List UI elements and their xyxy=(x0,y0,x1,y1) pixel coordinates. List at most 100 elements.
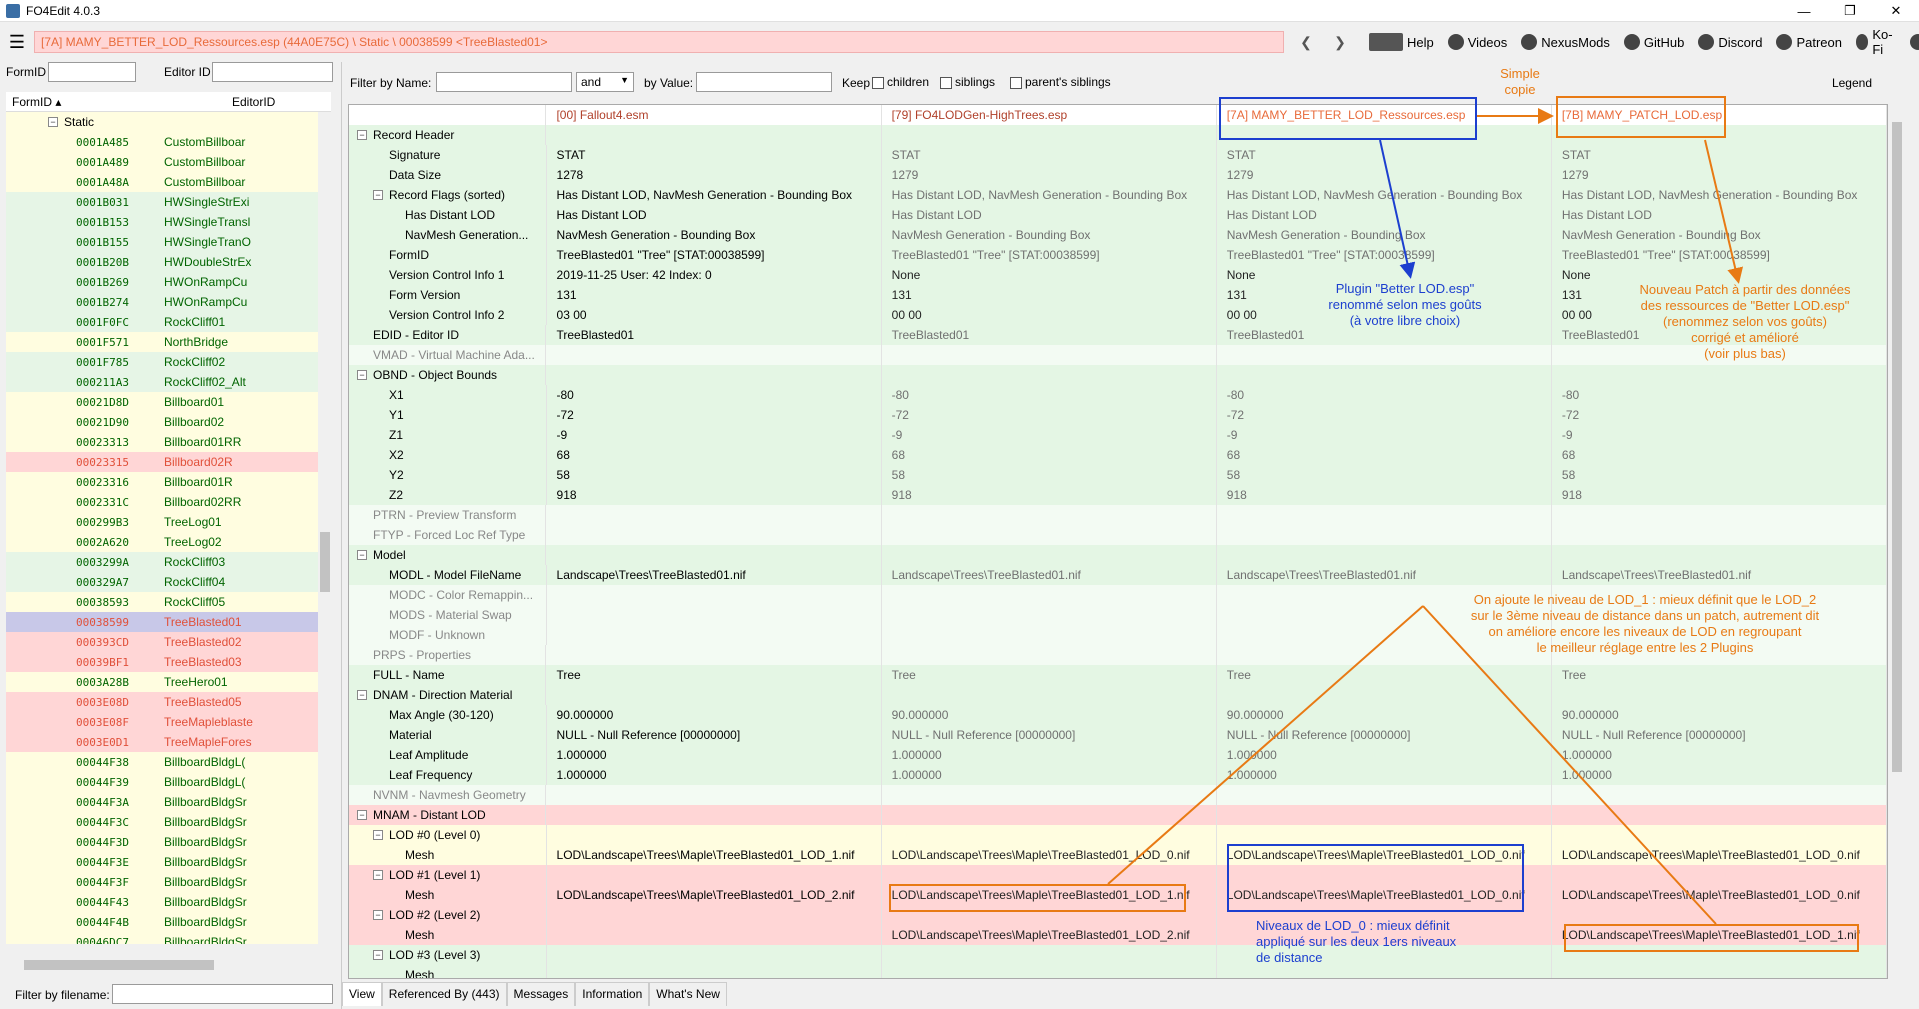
value-cell[interactable] xyxy=(1217,585,1552,605)
value-cell[interactable] xyxy=(547,605,882,625)
value-cell[interactable] xyxy=(547,825,882,845)
value-cell[interactable]: 58 xyxy=(547,465,882,485)
formid-field[interactable] xyxy=(48,62,136,82)
value-cell[interactable] xyxy=(546,365,882,385)
value-cell[interactable]: 00 00 xyxy=(882,305,1217,325)
grid-row[interactable]: Has Distant LOD Has Distant LOD Has Distan… xyxy=(349,205,1887,225)
record-tree[interactable]: − Static 0001A485 CustomBillboar 0001A489 Cu… xyxy=(6,112,318,944)
value-cell[interactable] xyxy=(547,865,882,885)
record-path[interactable]: [7A] MAMY_BETTER_LOD_Ressources.esp (44A… xyxy=(34,31,1284,53)
value-cell[interactable] xyxy=(882,785,1217,805)
grid-row[interactable]: FormID TreeBlasted01 "Tree" [STAT:0003859… xyxy=(349,245,1887,265)
value-cell[interactable] xyxy=(1552,645,1887,665)
value-cell[interactable]: LOD\Landscape\Trees\Maple\TreeBlasted01_… xyxy=(547,885,882,905)
tab-information[interactable]: Information xyxy=(575,982,650,1006)
value-cell[interactable]: TreeBlasted01 xyxy=(1552,325,1887,345)
grid-row[interactable]: FTYP - Forced Loc Ref Type xyxy=(349,525,1887,545)
collapse-icon[interactable]: − xyxy=(373,950,383,960)
siblings-checkbox[interactable]: siblings xyxy=(940,75,995,89)
tab-referenced[interactable]: Referenced By (443) xyxy=(381,982,507,1006)
value-cell[interactable] xyxy=(546,805,882,825)
value-cell[interactable] xyxy=(882,905,1217,925)
grid-row[interactable]: Leaf Amplitude 1.000000 1.000000 1.000000 1.… xyxy=(349,745,1887,765)
value-cell[interactable]: 1.000000 xyxy=(547,765,882,785)
value-cell[interactable] xyxy=(882,605,1217,625)
tree-row[interactable]: 0001A48A CustomBillboar xyxy=(6,172,318,192)
collapse-icon[interactable]: − xyxy=(357,550,367,560)
value-cell[interactable]: NULL - Null Reference [00000000] xyxy=(882,725,1217,745)
value-cell[interactable] xyxy=(1552,125,1887,145)
value-cell[interactable]: 00 00 xyxy=(1217,305,1552,325)
value-cell[interactable]: 131 xyxy=(1552,285,1887,305)
value-cell[interactable] xyxy=(1552,545,1887,565)
value-cell[interactable] xyxy=(1552,785,1887,805)
grid-row[interactable]: − MNAM - Distant LOD xyxy=(349,805,1887,825)
value-cell[interactable]: TreeBlasted01 xyxy=(1217,325,1552,345)
tree-row[interactable]: 000329A7 RockCliff04 xyxy=(6,572,318,592)
value-cell[interactable]: -9 xyxy=(1552,425,1887,445)
value-cell[interactable]: Landscape\Trees\TreeBlasted01.nif xyxy=(1217,565,1552,585)
value-cell[interactable] xyxy=(882,525,1217,545)
value-cell[interactable]: -80 xyxy=(1217,385,1552,405)
tree-row[interactable]: 000393CD TreeBlasted02 xyxy=(6,632,318,652)
value-cell[interactable] xyxy=(1552,365,1887,385)
grid-row[interactable]: − DNAM - Direction Material xyxy=(349,685,1887,705)
tab-view[interactable]: View xyxy=(342,982,382,1006)
tree-vertical-scrollbar[interactable] xyxy=(318,112,332,958)
tree-row[interactable]: 0003299A RockCliff03 xyxy=(6,552,318,572)
value-cell[interactable] xyxy=(882,685,1217,705)
value-cell[interactable] xyxy=(882,865,1217,885)
value-cell[interactable]: 68 xyxy=(882,445,1217,465)
tree-row[interactable]: 0001B031 HWSingleStrExi xyxy=(6,192,318,212)
children-checkbox[interactable]: children xyxy=(872,75,929,89)
value-cell[interactable]: Has Distant LOD, NavMesh Generation - Bo… xyxy=(1552,185,1887,205)
tree-row[interactable]: 0001F785 RockCliff02 xyxy=(6,352,318,372)
value-cell[interactable]: STAT xyxy=(1217,145,1552,165)
tree-row[interactable]: 00023315 Billboard02R xyxy=(6,452,318,472)
value-cell[interactable] xyxy=(546,785,882,805)
tree-row[interactable]: 000299B3 TreeLog01 xyxy=(6,512,318,532)
value-cell[interactable] xyxy=(1552,945,1887,965)
close-button[interactable]: ✕ xyxy=(1890,3,1902,18)
value-cell[interactable]: STAT xyxy=(547,145,882,165)
collapse-icon[interactable]: − xyxy=(357,130,367,140)
value-cell[interactable]: Has Distant LOD xyxy=(1552,205,1887,225)
value-cell[interactable]: -80 xyxy=(882,385,1217,405)
value-cell[interactable] xyxy=(882,345,1217,365)
value-cell[interactable]: 131 xyxy=(882,285,1217,305)
value-cell[interactable]: 1.000000 xyxy=(1217,745,1552,765)
value-cell[interactable] xyxy=(1552,345,1887,365)
value-cell[interactable] xyxy=(546,685,882,705)
value-cell[interactable]: None xyxy=(1552,265,1887,285)
tree-row[interactable]: 0001F0FC RockCliff01 xyxy=(6,312,318,332)
collapse-icon[interactable]: − xyxy=(373,190,383,200)
link-videos[interactable]: Videos xyxy=(1444,30,1512,54)
value-cell[interactable]: 1.000000 xyxy=(1552,745,1887,765)
value-cell[interactable]: NULL - Null Reference [00000000] xyxy=(1217,725,1552,745)
value-cell[interactable]: -72 xyxy=(882,405,1217,425)
value-cell[interactable]: 1.000000 xyxy=(882,745,1217,765)
plugin-column-header[interactable]: [79] FO4LODGen-HighTrees.esp xyxy=(882,105,1217,125)
value-cell[interactable] xyxy=(1552,865,1887,885)
grid-row[interactable]: Form Version 131 131 131 131 xyxy=(349,285,1887,305)
value-cell[interactable]: 03 00 xyxy=(547,305,882,325)
value-cell[interactable]: -72 xyxy=(1552,405,1887,425)
value-cell[interactable] xyxy=(547,905,882,925)
value-cell[interactable]: NULL - Null Reference [00000000] xyxy=(547,725,882,745)
value-cell[interactable]: -80 xyxy=(1552,385,1887,405)
tree-row[interactable]: 0003E08F TreeMapleblaste xyxy=(6,712,318,732)
filter-name-field[interactable] xyxy=(436,72,572,92)
value-cell[interactable]: LOD\Landscape\Trees\Maple\TreeBlasted01_… xyxy=(1552,885,1887,905)
tree-row[interactable]: 0001A485 CustomBillboar xyxy=(6,132,318,152)
value-cell[interactable]: 1.000000 xyxy=(547,745,882,765)
tree-row[interactable]: 0003E08D TreeBlasted05 xyxy=(6,692,318,712)
value-cell[interactable] xyxy=(1217,525,1552,545)
value-cell[interactable] xyxy=(1552,625,1887,645)
grid-row[interactable]: X2 68 68 68 68 xyxy=(349,445,1887,465)
value-cell[interactable] xyxy=(1552,525,1887,545)
plugin-column-header[interactable]: [00] Fallout4.esm xyxy=(546,105,882,125)
grid-row[interactable]: MODC - Color Remappin... xyxy=(349,585,1887,605)
tree-row[interactable]: 0001B274 HWOnRampCu xyxy=(6,292,318,312)
grid-row[interactable]: PTRN - Preview Transform xyxy=(349,505,1887,525)
tree-row[interactable]: 00046DC7 BillboardBldgSr xyxy=(6,932,318,944)
